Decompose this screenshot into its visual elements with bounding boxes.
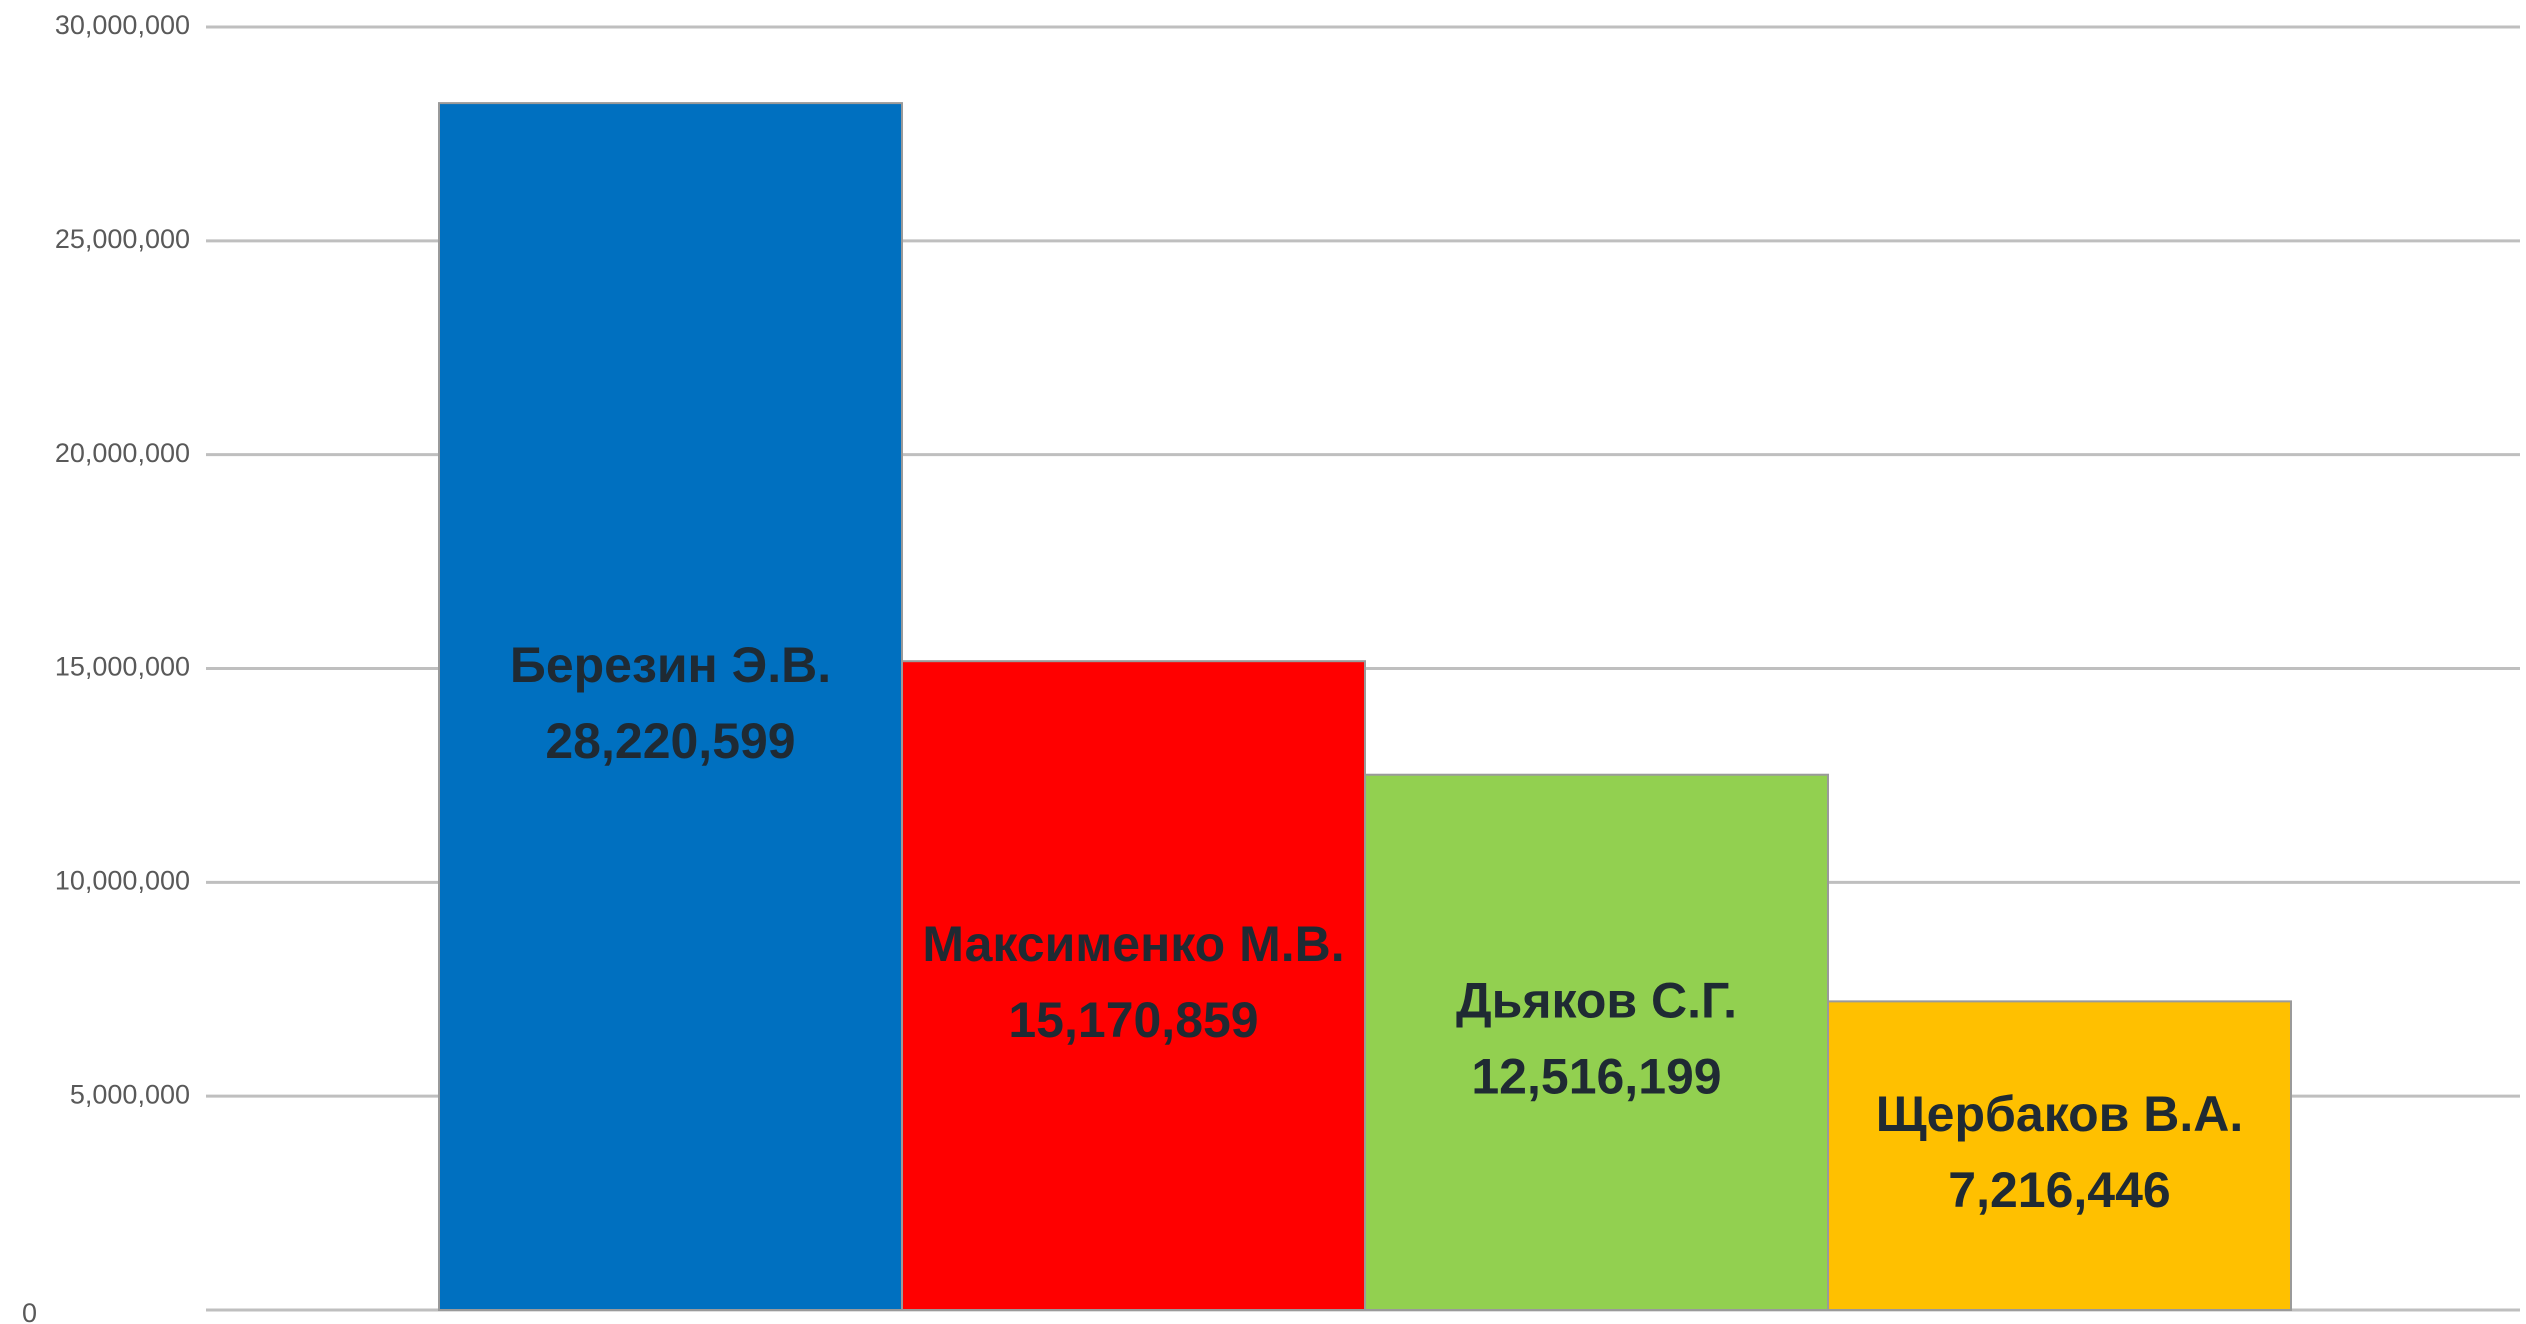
y-tick-label: 30,000,000 [55,10,190,40]
bar-category-label: Березин Э.В. [510,637,831,693]
y-tick-label: 20,000,000 [55,438,190,468]
y-tick-label: 25,000,000 [55,224,190,254]
y-tick-label: 0 [22,1298,37,1324]
bar-category-label: Максименко М.В. [922,916,1344,972]
y-tick-label: 15,000,000 [55,652,190,682]
bar [438,102,903,1312]
y-tick-label: 10,000,000 [55,865,190,895]
y-tick-label: 5,000,000 [70,1079,190,1109]
bar-value-label: 12,516,199 [1471,1049,1721,1105]
bar-value-label: 7,216,446 [1948,1162,2170,1218]
bar [1364,773,1829,1311]
bar-category-label: Дьяков С.Г. [1456,973,1737,1029]
bar-value-label: 28,220,599 [545,713,795,769]
bar-category-label: Щербаков В.А. [1876,1086,2244,1142]
bar-value-label: 15,170,859 [1008,992,1258,1048]
bar [901,660,1366,1311]
bar [1827,1000,2292,1311]
